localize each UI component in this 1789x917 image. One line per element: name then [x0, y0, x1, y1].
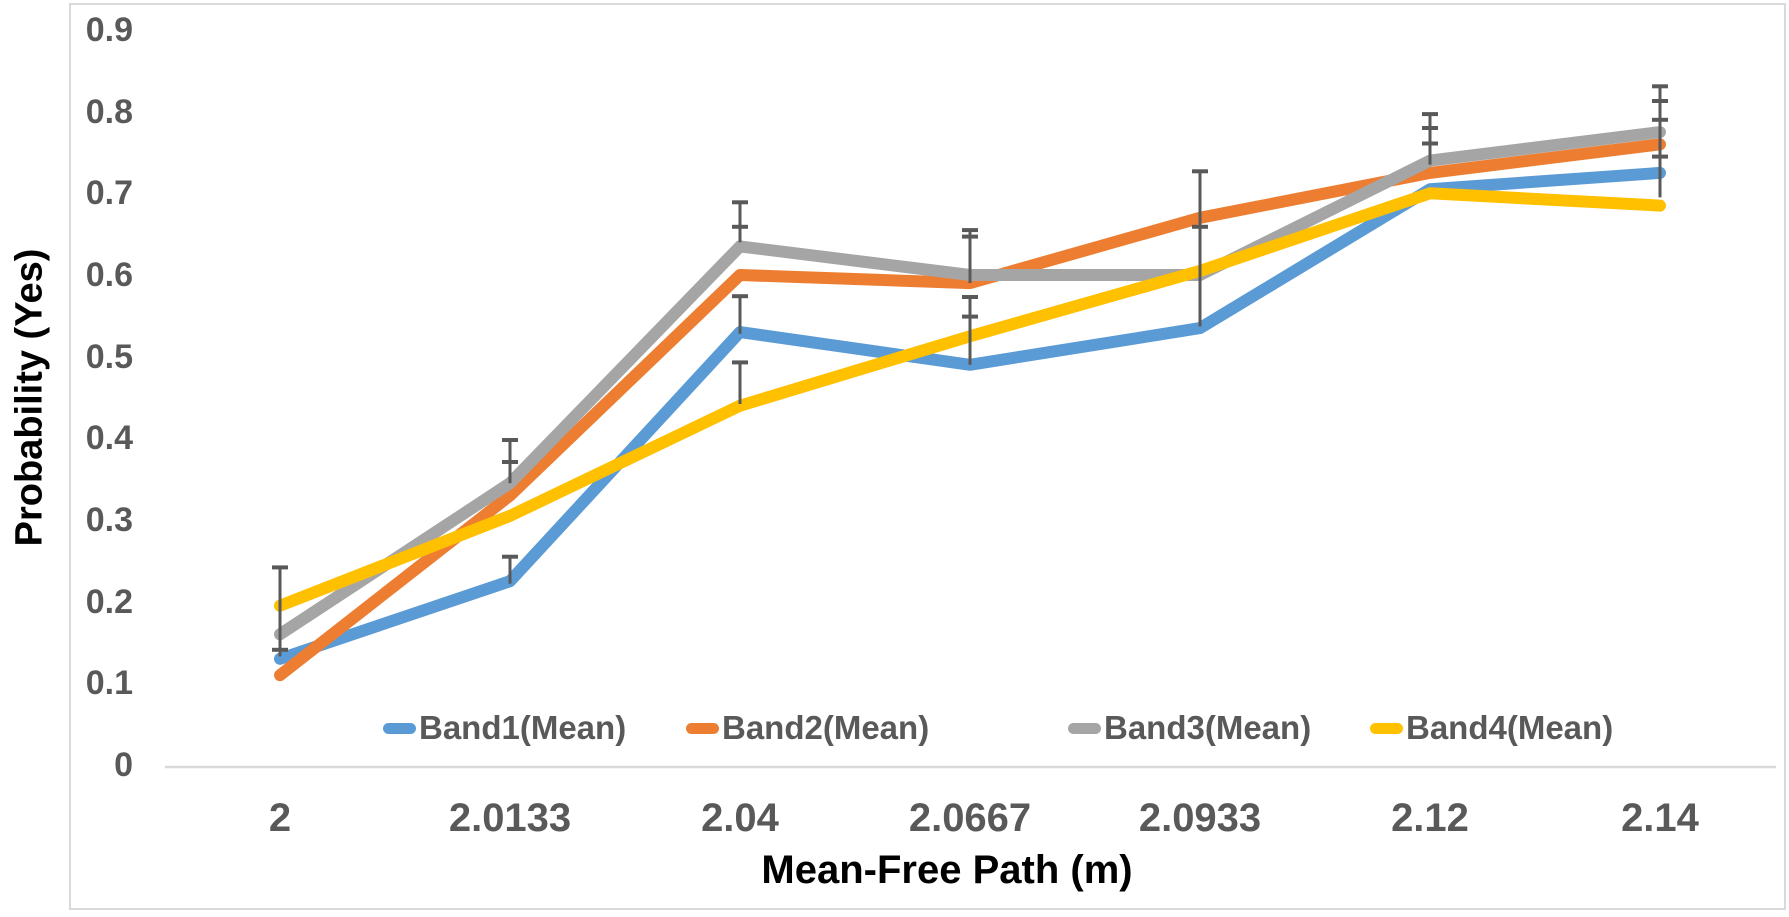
- x-axis-title: Mean-Free Path (m): [761, 848, 1133, 892]
- legend-label: Band1(Mean): [419, 709, 627, 746]
- y-tick-label: 0.2: [85, 582, 133, 621]
- x-tick-label: 2.0133: [448, 796, 572, 840]
- legend-label: Band4(Mean): [1406, 709, 1614, 746]
- legend-dash-icon: [686, 722, 719, 734]
- x-tick-label: 2.0667: [908, 796, 1032, 840]
- y-tick-label: 0.5: [85, 337, 133, 376]
- series-line-band2: [274, 138, 1666, 682]
- y-tick-label: 0.3: [85, 500, 133, 539]
- x-tick-label: 2.04: [701, 796, 779, 840]
- legend-item-band3: Band3(Mean): [1068, 708, 1311, 748]
- x-tick-label: 2.14: [1621, 796, 1699, 840]
- legend-dash-icon: [383, 722, 416, 734]
- chart-area-border: [69, 3, 1786, 910]
- y-tick-label: 0.7: [85, 174, 133, 213]
- series-line-band3: [274, 126, 1666, 641]
- legend-item-band2: Band2(Mean): [686, 708, 929, 748]
- x-tick-label: 2: [268, 796, 292, 840]
- legend-item-band1: Band1(Mean): [383, 708, 626, 748]
- legend-label: Band2(Mean): [722, 709, 930, 746]
- y-axis-title: Probability (Yes): [8, 248, 51, 547]
- y-tick-label: 0.9: [85, 10, 133, 49]
- legend-label: Band3(Mean): [1104, 709, 1312, 746]
- x-tick-label: 2.0933: [1138, 796, 1262, 840]
- y-tick-label: 0.4: [85, 419, 133, 458]
- legend-dash-icon: [1370, 722, 1403, 734]
- y-tick-label: 0.8: [85, 92, 133, 131]
- y-tick-label: 0.1: [85, 664, 133, 703]
- x-tick-label: 2.12: [1391, 796, 1469, 840]
- legend-item-band4: Band4(Mean): [1370, 708, 1613, 748]
- y-tick-label: 0.6: [85, 255, 133, 294]
- legend-dash-icon: [1068, 722, 1101, 734]
- y-tick-label: 0: [114, 746, 133, 784]
